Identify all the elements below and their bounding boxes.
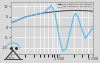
- Legend: Sans absorption acoustique, Avec absorption acoustique: Sans absorption acoustique, Avec absorpt…: [57, 3, 92, 8]
